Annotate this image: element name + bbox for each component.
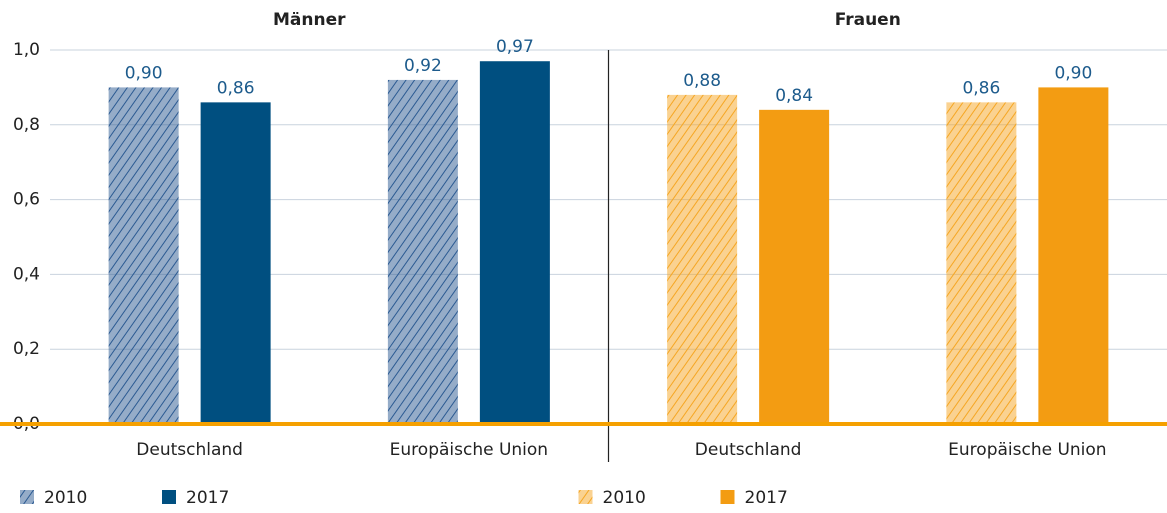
value-label: 0,90 <box>1054 63 1092 83</box>
legend-label: 2010 <box>44 488 87 508</box>
bar <box>387 79 458 425</box>
bar <box>479 61 550 424</box>
panel-title: Männer <box>273 10 346 30</box>
y-tick-label: 0,4 <box>13 264 40 284</box>
panel-title: Frauen <box>835 10 901 30</box>
value-label: 0,86 <box>217 78 255 98</box>
legend-swatch <box>578 490 593 504</box>
y-tick-label: 0,6 <box>13 190 40 210</box>
legend-label: 2017 <box>186 488 229 508</box>
bar <box>108 87 179 425</box>
bar <box>759 109 830 424</box>
y-tick-label: 0,2 <box>13 339 40 359</box>
legend-swatch <box>162 490 176 504</box>
x-tick-label: Europäische Union <box>390 440 548 460</box>
value-label: 0,88 <box>683 71 721 91</box>
value-label: 0,84 <box>775 86 813 106</box>
value-label: 0,92 <box>404 56 442 76</box>
y-tick-label: 1,0 <box>13 40 40 60</box>
bar <box>200 102 271 425</box>
bar <box>946 102 1017 425</box>
x-tick-label: Deutschland <box>136 440 243 460</box>
value-label: 0,86 <box>962 78 1000 98</box>
bar <box>667 94 738 424</box>
legend-label: 2010 <box>603 488 646 508</box>
bar <box>1038 87 1109 425</box>
legend-swatch <box>20 490 34 504</box>
value-label: 0,90 <box>125 63 163 83</box>
y-tick-label: 0,8 <box>13 115 40 135</box>
x-tick-label: Deutschland <box>695 440 802 460</box>
legend-label: 2017 <box>745 488 788 508</box>
x-tick-label: Europäische Union <box>948 440 1106 460</box>
value-label: 0,97 <box>496 37 534 57</box>
legend-swatch <box>720 490 735 504</box>
